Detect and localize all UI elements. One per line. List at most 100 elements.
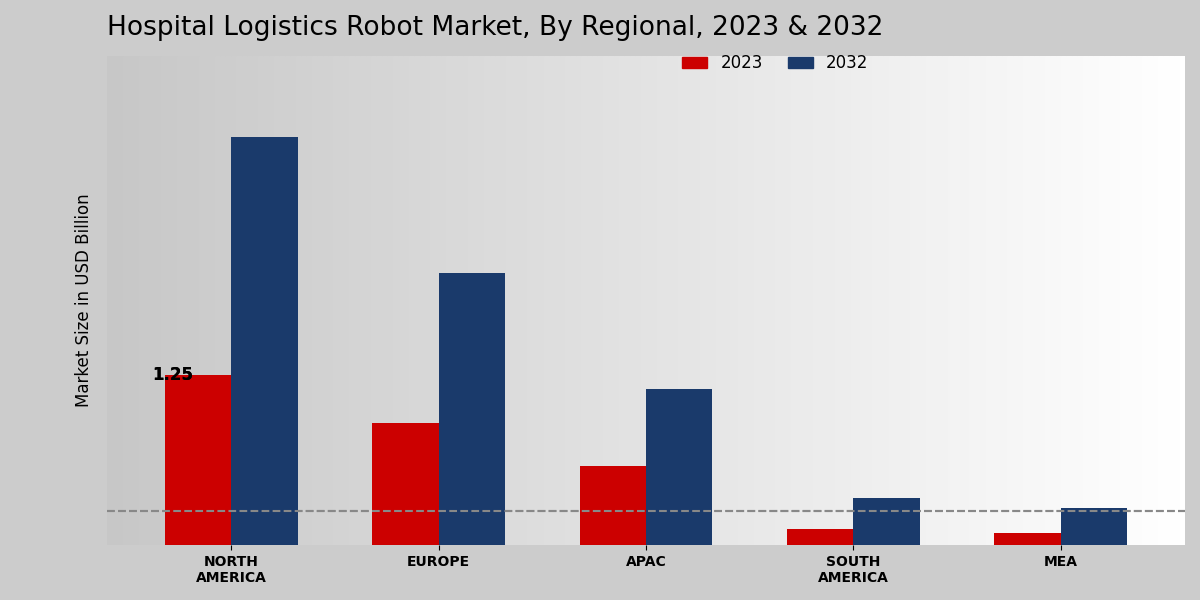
Bar: [953, 56, 959, 545]
Bar: [182, 56, 187, 545]
Bar: [684, 56, 689, 545]
Bar: [808, 56, 814, 545]
Bar: [280, 56, 284, 545]
Bar: [937, 56, 942, 545]
Bar: [414, 56, 420, 545]
Bar: [786, 56, 792, 545]
Bar: [355, 56, 360, 545]
Bar: [853, 497, 919, 545]
Bar: [980, 56, 985, 545]
Bar: [587, 56, 592, 545]
Bar: [371, 56, 377, 545]
Bar: [851, 56, 856, 545]
Bar: [1045, 56, 1050, 545]
Bar: [1132, 56, 1136, 545]
Bar: [527, 56, 533, 545]
Bar: [580, 466, 646, 545]
Bar: [942, 56, 948, 545]
Bar: [883, 56, 888, 545]
Bar: [230, 56, 236, 545]
Bar: [215, 56, 220, 545]
Bar: [749, 56, 754, 545]
Bar: [538, 56, 544, 545]
Bar: [496, 56, 500, 545]
Bar: [602, 56, 608, 545]
Bar: [630, 56, 635, 545]
Bar: [328, 56, 334, 545]
Bar: [306, 56, 312, 545]
Bar: [548, 56, 554, 545]
Bar: [220, 56, 226, 545]
Bar: [1088, 56, 1093, 545]
Bar: [565, 56, 570, 545]
Bar: [204, 56, 209, 545]
Bar: [166, 56, 172, 545]
Bar: [516, 56, 522, 545]
Bar: [581, 56, 587, 545]
Bar: [505, 56, 511, 545]
Bar: [124, 56, 128, 545]
Bar: [1142, 56, 1147, 545]
Bar: [787, 529, 853, 545]
Bar: [996, 56, 1002, 545]
Bar: [290, 56, 295, 545]
Bar: [787, 529, 853, 545]
Bar: [829, 56, 835, 545]
Bar: [232, 137, 298, 545]
Bar: [1024, 56, 1028, 545]
Bar: [468, 56, 474, 545]
Bar: [107, 56, 113, 545]
Bar: [727, 56, 732, 545]
Bar: [995, 533, 1061, 545]
Bar: [452, 56, 457, 545]
Bar: [872, 56, 877, 545]
Bar: [172, 56, 176, 545]
Bar: [139, 56, 145, 545]
Bar: [959, 56, 964, 545]
Bar: [439, 273, 505, 545]
Bar: [814, 56, 818, 545]
Text: Hospital Logistics Robot Market, By Regional, 2023 & 2032: Hospital Logistics Robot Market, By Regi…: [107, 15, 883, 41]
Bar: [770, 56, 775, 545]
Bar: [738, 56, 743, 545]
Bar: [635, 56, 641, 545]
Bar: [317, 56, 323, 545]
Bar: [1034, 56, 1039, 545]
Bar: [760, 56, 764, 545]
Bar: [995, 533, 1061, 545]
Bar: [570, 56, 576, 545]
Bar: [164, 375, 232, 545]
Bar: [377, 56, 382, 545]
Bar: [1078, 56, 1082, 545]
Bar: [388, 56, 392, 545]
Bar: [646, 56, 652, 545]
Bar: [113, 56, 118, 545]
Bar: [1018, 56, 1024, 545]
Bar: [985, 56, 991, 545]
Bar: [894, 56, 899, 545]
Bar: [689, 56, 695, 545]
Bar: [474, 56, 479, 545]
Bar: [236, 56, 241, 545]
Bar: [856, 56, 862, 545]
Y-axis label: Market Size in USD Billion: Market Size in USD Billion: [74, 194, 94, 407]
Bar: [436, 56, 442, 545]
Bar: [678, 56, 684, 545]
Bar: [706, 56, 710, 545]
Bar: [1099, 56, 1104, 545]
Bar: [1115, 56, 1121, 545]
Bar: [1169, 56, 1175, 545]
Bar: [398, 56, 403, 545]
Bar: [274, 56, 280, 545]
Bar: [334, 56, 338, 545]
Bar: [1136, 56, 1142, 545]
Bar: [1056, 56, 1061, 545]
Bar: [533, 56, 538, 545]
Bar: [716, 56, 721, 545]
Bar: [301, 56, 306, 545]
Bar: [479, 56, 485, 545]
Bar: [797, 56, 803, 545]
Bar: [613, 56, 619, 545]
Bar: [624, 56, 630, 545]
Bar: [409, 56, 414, 545]
